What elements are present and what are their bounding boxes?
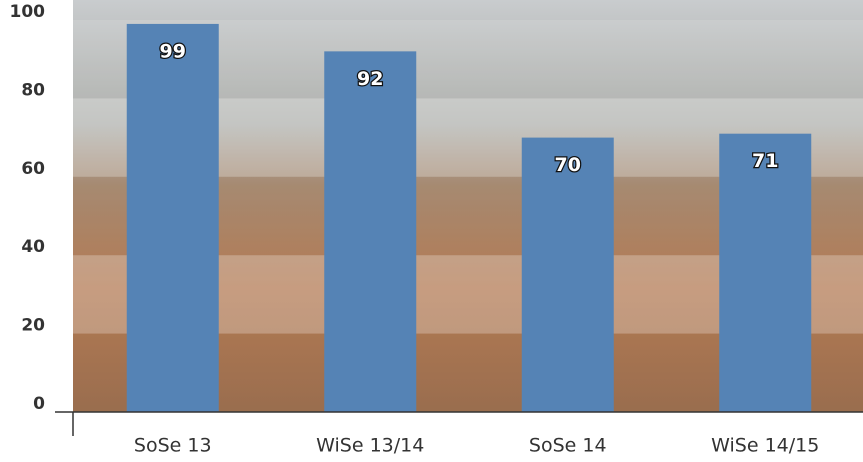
y-tick-label: 80 bbox=[21, 80, 45, 100]
bar bbox=[127, 24, 219, 412]
data-label: 70 bbox=[555, 154, 581, 176]
data-label: 99 bbox=[160, 40, 186, 62]
y-tick-label: 0 bbox=[33, 394, 45, 414]
bar bbox=[324, 51, 416, 412]
data-label: 71 bbox=[752, 150, 778, 172]
y-tick-label: 60 bbox=[21, 159, 45, 179]
chart: 0 20 40 60 80 100 99 SoSe 13 92 WiSe 13/14 70 SoSe … bbox=[0, 0, 863, 462]
y-tick-label: 40 bbox=[21, 237, 45, 257]
bar bbox=[719, 134, 811, 412]
x-tick-label: SoSe 14 bbox=[529, 435, 607, 457]
x-tick-label: WiSe 13/14 bbox=[316, 435, 424, 457]
y-tick-label: 20 bbox=[21, 316, 45, 336]
y-tick-label: 100 bbox=[10, 2, 46, 22]
data-label: 92 bbox=[357, 68, 383, 90]
x-tick-label: WiSe 14/15 bbox=[711, 435, 819, 457]
x-tick-label: SoSe 13 bbox=[134, 435, 212, 457]
bar bbox=[522, 138, 614, 412]
